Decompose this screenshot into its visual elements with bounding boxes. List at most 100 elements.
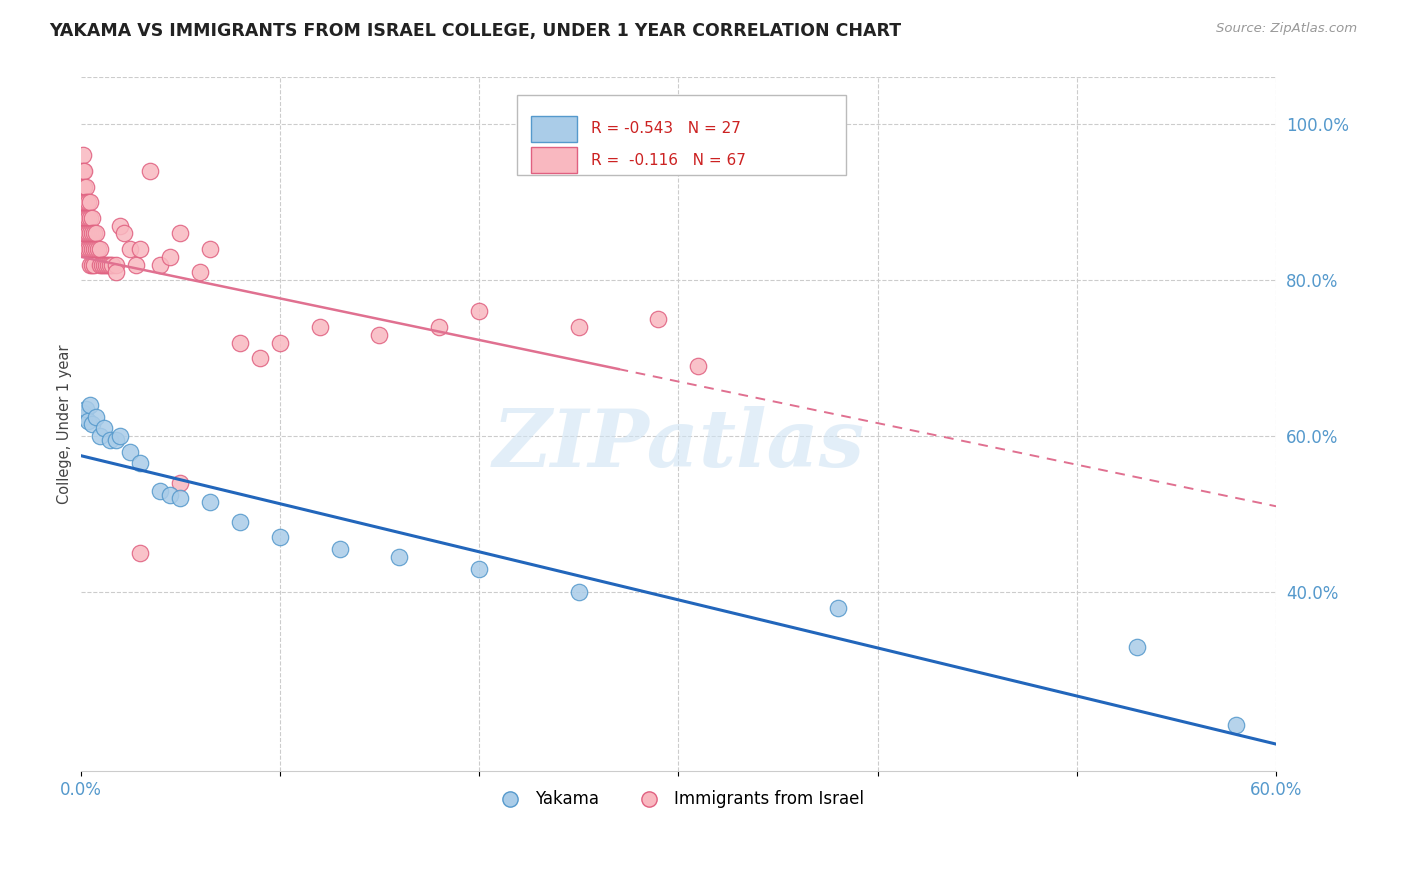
Point bbox=[149, 483, 172, 498]
Point bbox=[83, 227, 105, 241]
Point bbox=[79, 258, 101, 272]
Point bbox=[388, 549, 411, 564]
Point bbox=[86, 242, 108, 256]
Point bbox=[93, 258, 115, 272]
Point bbox=[110, 219, 132, 233]
Point bbox=[72, 195, 94, 210]
Point bbox=[647, 312, 669, 326]
Text: YAKAMA VS IMMIGRANTS FROM ISRAEL COLLEGE, UNDER 1 YEAR CORRELATION CHART: YAKAMA VS IMMIGRANTS FROM ISRAEL COLLEGE… bbox=[49, 22, 901, 40]
Point bbox=[72, 179, 94, 194]
Point bbox=[688, 359, 710, 373]
Point bbox=[269, 531, 291, 545]
Point bbox=[82, 417, 104, 432]
Point bbox=[100, 258, 122, 272]
Point bbox=[91, 258, 114, 272]
Point bbox=[77, 242, 100, 256]
Point bbox=[76, 179, 98, 194]
Point bbox=[77, 413, 100, 427]
Text: Source: ZipAtlas.com: Source: ZipAtlas.com bbox=[1216, 22, 1357, 36]
Point bbox=[568, 320, 591, 334]
Point bbox=[82, 258, 104, 272]
Point bbox=[169, 491, 191, 506]
Point bbox=[89, 429, 111, 443]
Point bbox=[368, 327, 391, 342]
Point bbox=[169, 227, 191, 241]
Point bbox=[72, 211, 94, 225]
Point bbox=[468, 562, 491, 576]
Point bbox=[86, 227, 108, 241]
Legend: Yakama, Immigrants from Israel: Yakama, Immigrants from Israel bbox=[486, 784, 870, 815]
Point bbox=[76, 401, 98, 416]
Point bbox=[73, 164, 96, 178]
Point bbox=[83, 242, 105, 256]
Point bbox=[72, 227, 94, 241]
Point bbox=[159, 250, 181, 264]
Point bbox=[120, 242, 142, 256]
Point bbox=[82, 227, 104, 241]
Point bbox=[73, 179, 96, 194]
Point bbox=[97, 258, 120, 272]
FancyBboxPatch shape bbox=[531, 147, 576, 173]
Text: R = -0.543   N = 27: R = -0.543 N = 27 bbox=[591, 121, 741, 136]
Point bbox=[120, 444, 142, 458]
Point bbox=[76, 195, 98, 210]
Point bbox=[1125, 640, 1147, 654]
Point bbox=[427, 320, 450, 334]
Point bbox=[76, 242, 98, 256]
Point bbox=[72, 406, 94, 420]
Point bbox=[105, 265, 128, 279]
Point bbox=[105, 258, 128, 272]
Point bbox=[229, 515, 252, 529]
Point bbox=[568, 585, 591, 599]
Point bbox=[83, 258, 105, 272]
Point bbox=[159, 487, 181, 501]
Point bbox=[125, 258, 148, 272]
Point bbox=[198, 242, 221, 256]
Point bbox=[129, 546, 152, 560]
Point bbox=[72, 148, 94, 162]
Point bbox=[77, 195, 100, 210]
Point bbox=[269, 335, 291, 350]
Point bbox=[105, 433, 128, 447]
Point bbox=[79, 398, 101, 412]
Text: ZIPatlas: ZIPatlas bbox=[492, 407, 865, 484]
FancyBboxPatch shape bbox=[531, 116, 576, 142]
Point bbox=[139, 164, 162, 178]
Point bbox=[229, 335, 252, 350]
Point bbox=[249, 351, 271, 365]
Point bbox=[89, 258, 111, 272]
Point bbox=[87, 242, 110, 256]
Point bbox=[86, 409, 108, 424]
Point bbox=[77, 211, 100, 225]
Point bbox=[79, 227, 101, 241]
Point bbox=[827, 600, 849, 615]
Point bbox=[329, 542, 352, 557]
Point bbox=[93, 421, 115, 435]
Point bbox=[89, 242, 111, 256]
Point bbox=[76, 227, 98, 241]
Point bbox=[73, 227, 96, 241]
Point bbox=[73, 211, 96, 225]
Point bbox=[308, 320, 330, 334]
Point bbox=[82, 242, 104, 256]
FancyBboxPatch shape bbox=[517, 95, 845, 175]
Point bbox=[73, 409, 96, 424]
Point bbox=[79, 195, 101, 210]
Point bbox=[72, 164, 94, 178]
Point bbox=[76, 211, 98, 225]
Point bbox=[100, 433, 122, 447]
Point bbox=[198, 495, 221, 509]
Point bbox=[1225, 717, 1247, 731]
Point bbox=[101, 258, 124, 272]
Point bbox=[79, 242, 101, 256]
Point bbox=[79, 211, 101, 225]
Point bbox=[188, 265, 211, 279]
Point bbox=[73, 195, 96, 210]
Point bbox=[129, 457, 152, 471]
Y-axis label: College, Under 1 year: College, Under 1 year bbox=[58, 344, 72, 504]
Point bbox=[468, 304, 491, 318]
Point bbox=[169, 475, 191, 490]
Point bbox=[82, 211, 104, 225]
Point bbox=[112, 227, 135, 241]
Point bbox=[149, 258, 172, 272]
